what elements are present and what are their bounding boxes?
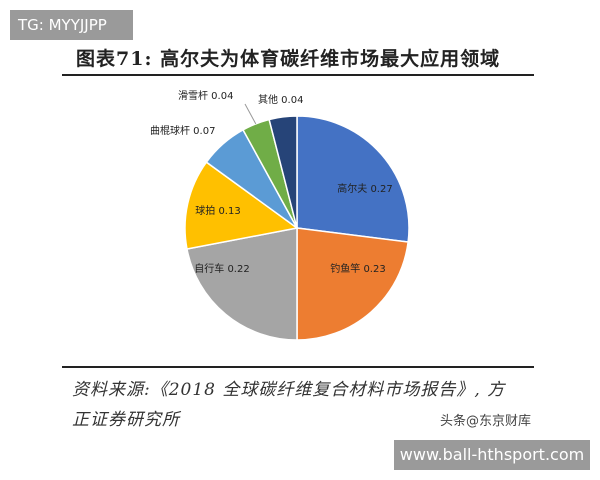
data-label: 自行车 0.22: [194, 262, 249, 275]
pie-slice-6: [268, 115, 298, 229]
data-label: 其他 0.04: [258, 93, 303, 106]
data-label: 钓鱼竿 0.23: [330, 262, 385, 275]
leader-line: [244, 103, 257, 125]
top-rule: [62, 74, 534, 76]
watermark-top: TG: MYYJJPP: [10, 10, 133, 40]
watermark-url: www.ball-hthsport.com: [394, 440, 590, 470]
pie-slice-2: [186, 227, 298, 341]
data-label: 滑雪杆 0.04: [178, 90, 233, 102]
chart-title: 图表71: 高尔夫为体育碳纤维市场最大应用领域: [76, 48, 501, 70]
data-label: 高尔夫 0.27: [337, 182, 392, 195]
data-label: 球拍 0.13: [195, 204, 240, 217]
pie-slice-0: [296, 115, 410, 243]
data-label: 曲棍球杆 0.07: [150, 124, 215, 137]
pie-slice-1: [296, 227, 409, 341]
bottom-rule: [62, 366, 534, 368]
watermark-logo: 头条@东京财库: [440, 414, 532, 429]
source-line-1: 资料来源:《2018 全球碳纤维复合材料市场报告》, 方: [72, 380, 506, 400]
source-line-2: 正证券研究所: [72, 410, 180, 430]
pie-slice-3: [184, 161, 299, 250]
